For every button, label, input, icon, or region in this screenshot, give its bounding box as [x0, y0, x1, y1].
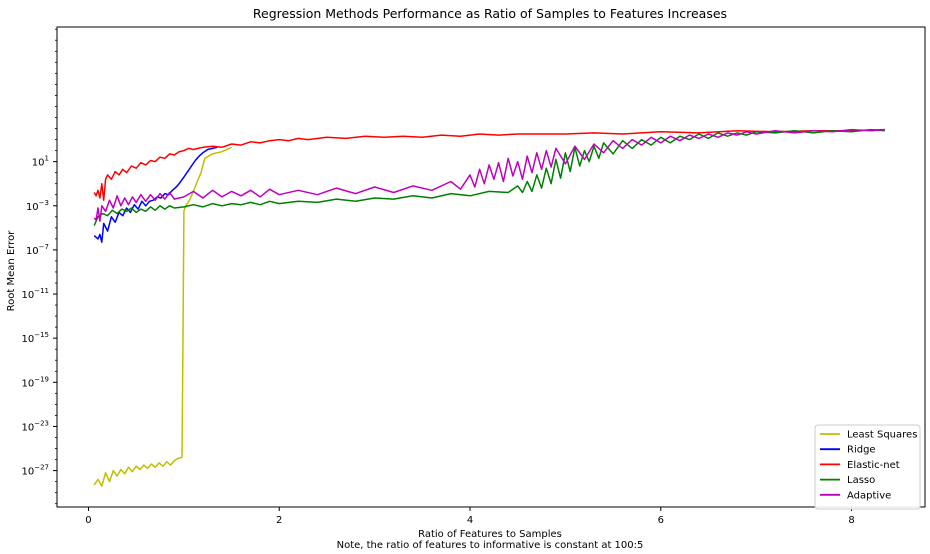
y-tick-exponent: 1 — [45, 155, 49, 163]
legend-label-lasso: Lasso — [847, 475, 875, 486]
x-axis-note: Note, the ratio of features to informati… — [337, 540, 644, 551]
chart-title: Regression Methods Performance as Ratio … — [253, 6, 727, 21]
y-tick-exponent: −7 — [39, 243, 49, 251]
y-tick-exponent: −19 — [34, 375, 49, 383]
y-tick-label: 10−3 — [26, 199, 49, 213]
y-tick-label: 10−7 — [26, 243, 49, 257]
y-tick-base: 10 — [21, 334, 34, 345]
y-tick-label: 10−27 — [21, 464, 49, 478]
y-tick-base: 10 — [21, 378, 34, 389]
y-tick-exponent: −15 — [34, 331, 49, 339]
series-lines — [93, 128, 885, 487]
y-tick-base: 10 — [26, 202, 39, 213]
y-tick-exponent: −27 — [34, 464, 49, 472]
y-tick-label: 101 — [32, 155, 49, 169]
plot-area — [56, 26, 926, 508]
series-line-elastic-net — [93, 128, 885, 201]
series-line-lasso — [93, 128, 885, 226]
series-line-ridge — [93, 146, 218, 243]
y-tick-label: 10−15 — [21, 331, 49, 345]
x-tick-label: 0 — [85, 515, 91, 526]
x-tick-label: 6 — [658, 515, 664, 526]
series-line-least-squares — [93, 146, 232, 487]
y-tick-label: 10−11 — [21, 287, 49, 301]
x-tick-label: 8 — [848, 515, 854, 526]
legend-box — [814, 424, 921, 510]
legend: Least Squares Ridge Elastic-net Lasso Adapti… — [814, 424, 921, 510]
series-line-adaptive — [93, 128, 885, 222]
x-tick-label: 2 — [276, 515, 282, 526]
y-tick-label: 10−23 — [21, 419, 49, 433]
legend-label-elastic-net: Elastic-net — [847, 460, 900, 471]
y-tick-label: 10−19 — [21, 375, 49, 389]
y-tick-base: 10 — [21, 422, 34, 433]
legend-label-least-squares: Least Squares — [847, 430, 917, 441]
x-axis-label: Ratio of Features to Samples — [418, 529, 562, 540]
x-axis-ticks: 0 2 4 6 8 — [85, 507, 855, 526]
y-tick-exponent: −11 — [34, 287, 49, 295]
x-tick-label: 4 — [467, 515, 473, 526]
y-tick-exponent: −3 — [39, 199, 49, 207]
plot-frame — [56, 26, 926, 508]
y-axis-label: Root Mean Error — [6, 230, 17, 312]
y-tick-exponent: −23 — [34, 419, 49, 427]
y-tick-base: 10 — [26, 246, 39, 257]
y-tick-base: 10 — [21, 290, 34, 301]
legend-label-adaptive: Adaptive — [847, 490, 891, 501]
legend-label-ridge: Ridge — [847, 445, 876, 456]
y-tick-base: 10 — [21, 467, 34, 478]
y-tick-base: 10 — [32, 158, 45, 169]
